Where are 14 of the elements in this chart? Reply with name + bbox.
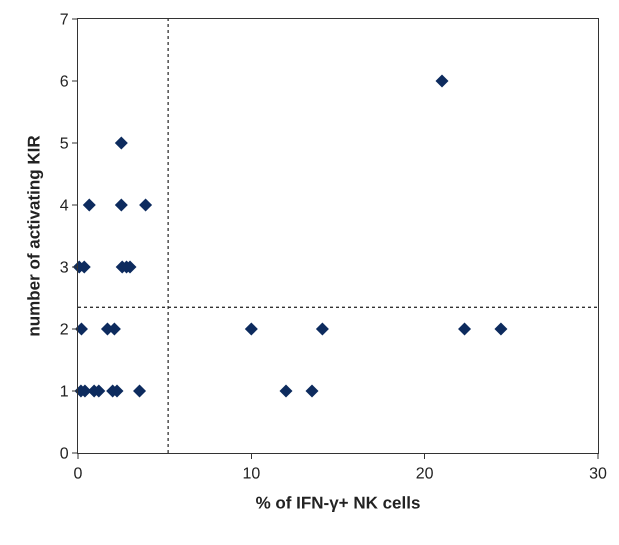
y-tick-label: 7 <box>60 12 69 29</box>
y-axis-title: number of activating KIR <box>24 135 44 337</box>
x-tick-label: 20 <box>416 465 434 482</box>
y-tick-label: 0 <box>60 446 69 463</box>
x-axis-title: % of IFN-γ+ NK cells <box>256 494 420 513</box>
x-tick-label: 0 <box>74 465 83 482</box>
y-tick-label: 6 <box>60 74 69 91</box>
y-tick-label: 3 <box>60 260 69 277</box>
y-tick-label: 4 <box>60 198 69 215</box>
y-tick-label: 1 <box>60 384 69 401</box>
y-tick-label: 2 <box>60 322 69 339</box>
x-tick-label: 30 <box>589 465 607 482</box>
x-tick-label: 10 <box>242 465 260 482</box>
y-tick-label: 5 <box>60 136 69 153</box>
